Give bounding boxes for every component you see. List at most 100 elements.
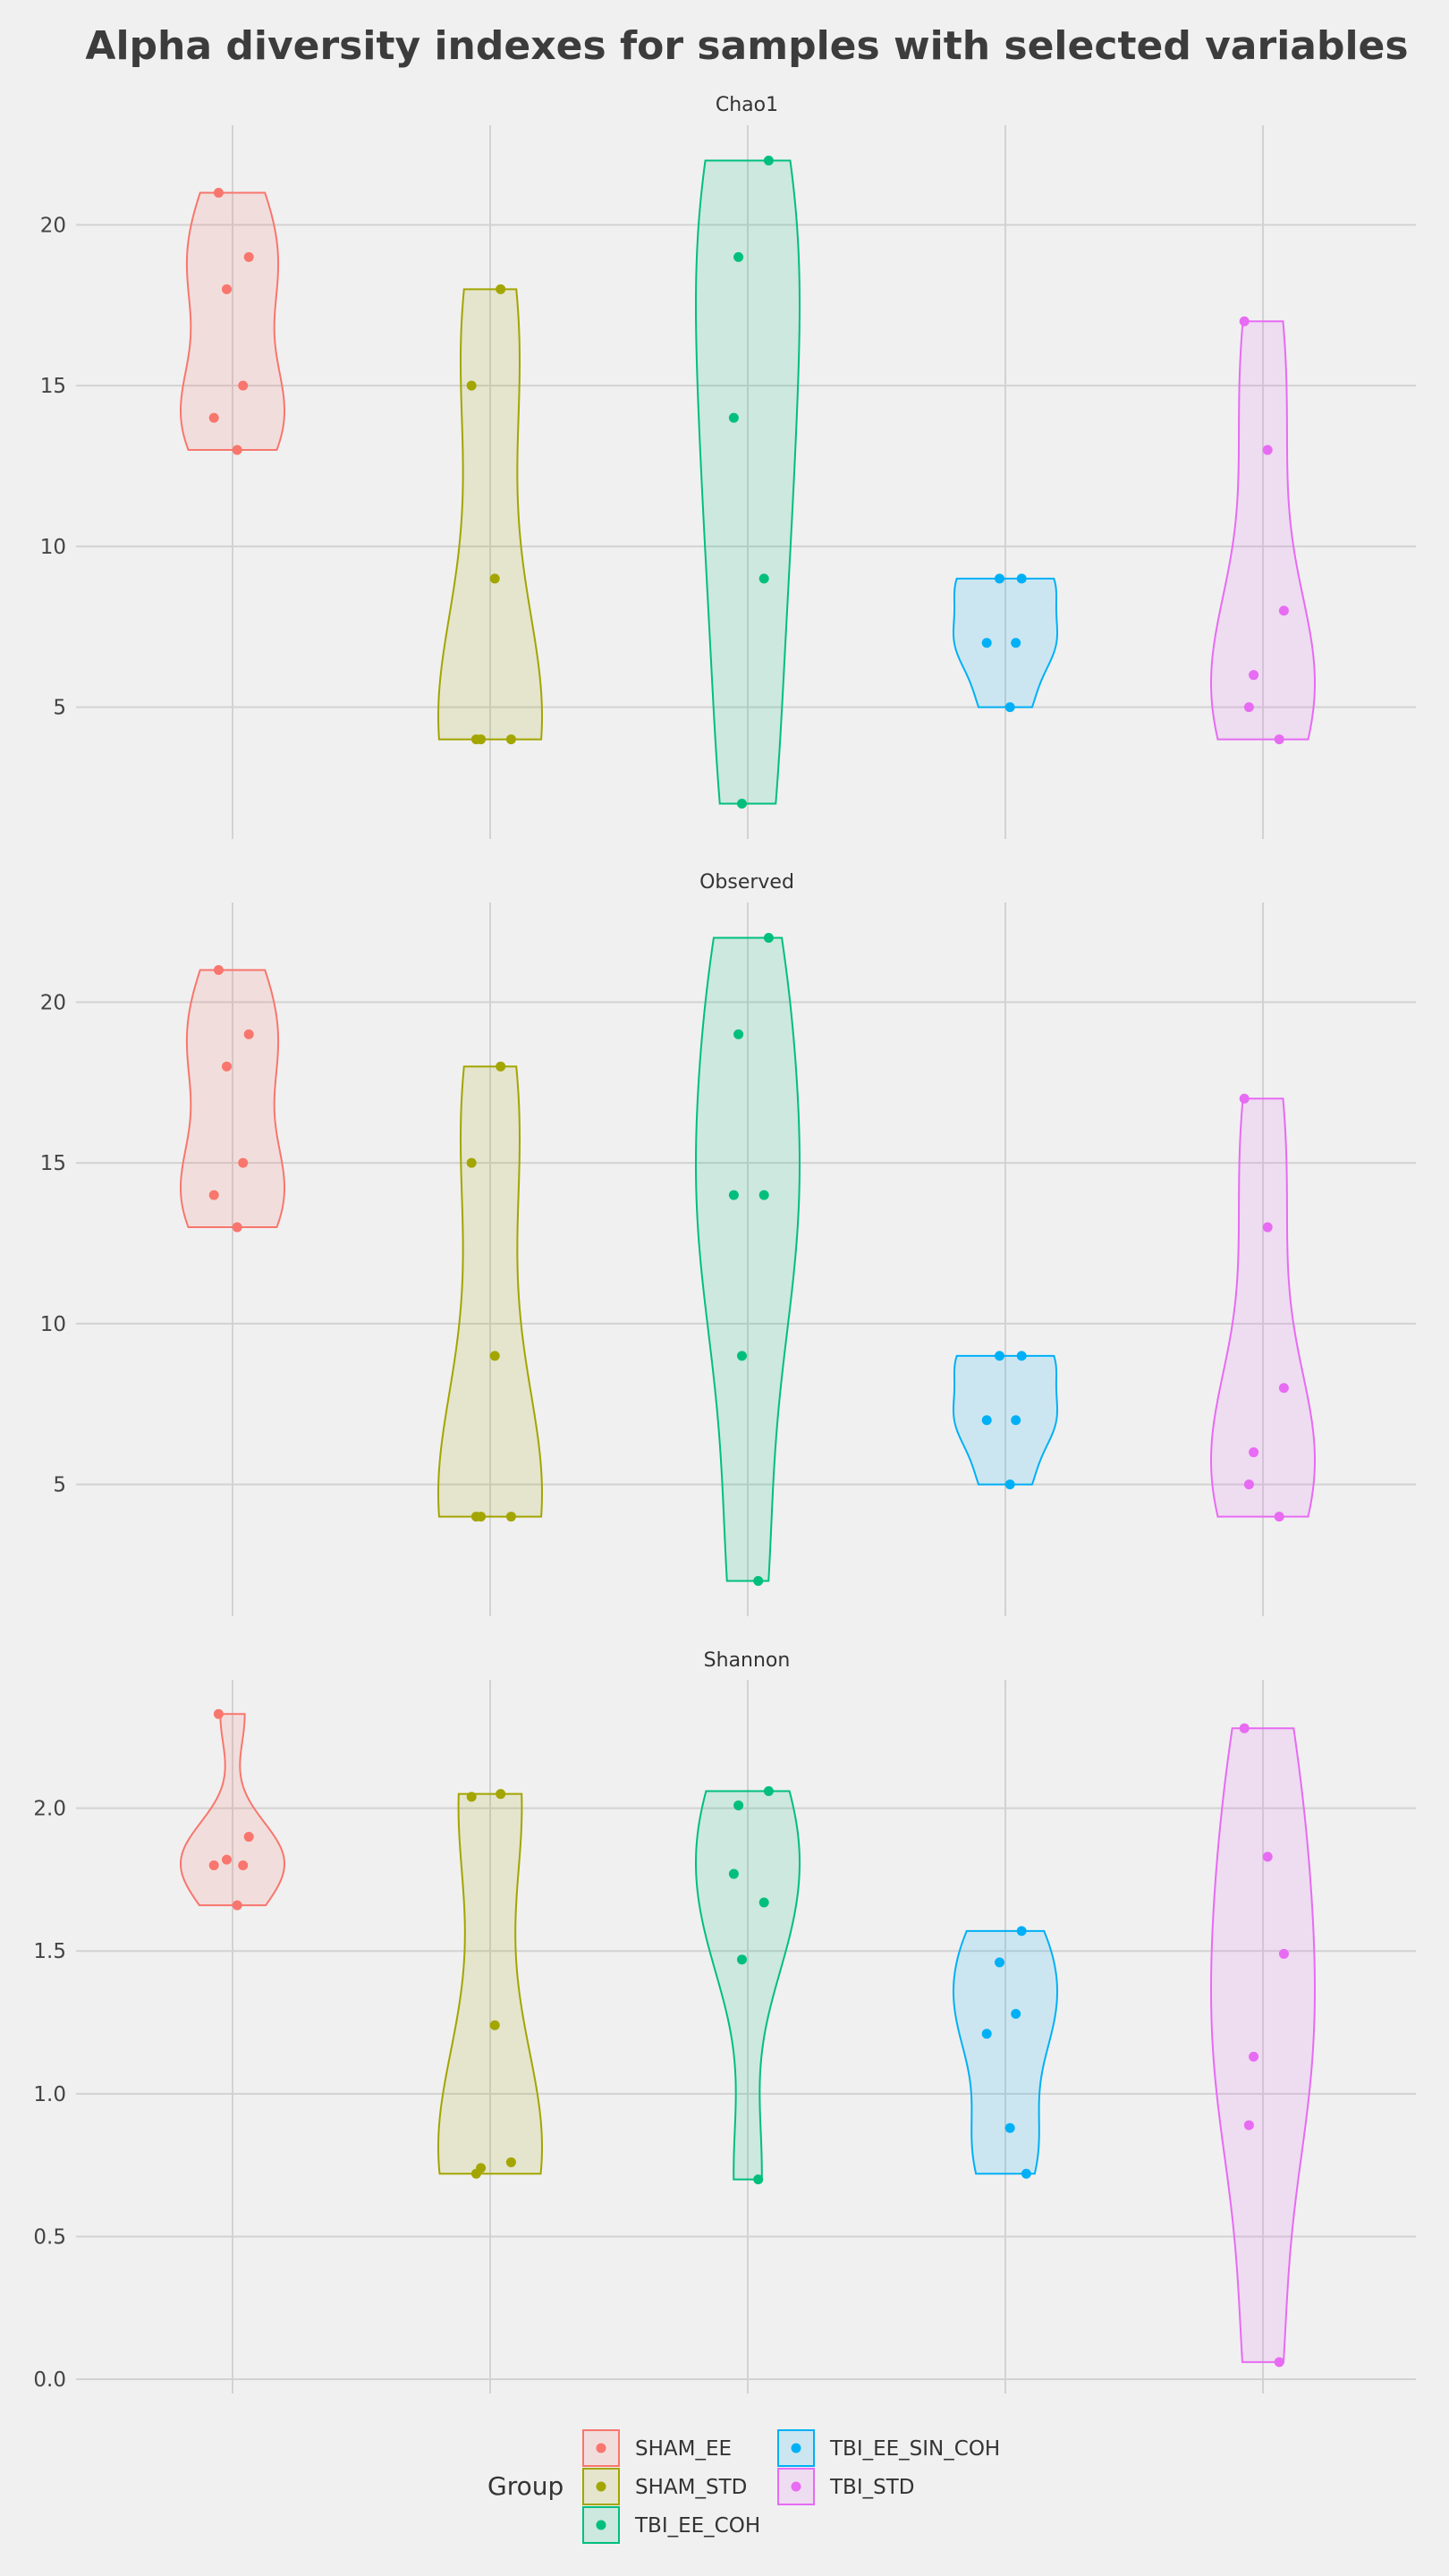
data-point <box>1249 670 1259 681</box>
data-point <box>1249 1447 1259 1458</box>
facet-label: Shannon <box>704 1649 791 1672</box>
data-point <box>243 1029 254 1039</box>
violin-tbi-std <box>1209 1727 1317 2363</box>
data-point <box>1274 2357 1284 2368</box>
legend-item-tbi-std: TBI_STD <box>777 2468 914 2505</box>
legend-label: SHAM_STD <box>635 2476 747 2499</box>
legend: Group SHAM_EE SHAM_STD TBI_EE_COH TBI_EE_SIN… <box>487 2429 1000 2544</box>
data-point <box>232 1222 242 1233</box>
data-point <box>753 2174 764 2185</box>
legend-title: Group <box>487 2471 564 2501</box>
y-tick-label: 20 <box>40 214 66 237</box>
data-point <box>1004 1479 1015 1490</box>
data-point <box>1278 606 1289 616</box>
facet-label: Observed <box>699 871 794 894</box>
data-point <box>728 412 739 423</box>
data-point <box>763 933 774 944</box>
data-point <box>505 1512 516 1522</box>
violin-tbi-ee-sin-coh <box>952 1929 1059 2175</box>
data-point <box>238 1157 249 1168</box>
data-point <box>728 1868 739 1879</box>
data-point <box>1021 2168 1031 2179</box>
data-point <box>1243 1479 1254 1490</box>
data-point <box>1262 1852 1273 1862</box>
data-point <box>763 1785 774 1796</box>
data-point <box>496 1061 506 1072</box>
violin-tbi-ee-coh <box>694 159 801 805</box>
y-tick-label: 10 <box>40 536 66 559</box>
data-point <box>737 1954 747 1965</box>
data-point <box>232 1900 242 1911</box>
data-point <box>728 1190 739 1200</box>
data-point <box>1004 702 1015 713</box>
legend-key-dot <box>791 2443 801 2453</box>
data-point <box>466 1157 477 1168</box>
data-point <box>995 573 1004 584</box>
legend-key <box>582 2429 620 2467</box>
data-point <box>496 1789 506 1800</box>
data-point <box>1274 734 1284 745</box>
y-tick-label: 1.5 <box>33 1940 66 1963</box>
legend-item-sham-std: SHAM_STD <box>582 2468 747 2505</box>
data-point <box>1278 1383 1289 1394</box>
legend-label: TBI_EE_COH <box>634 2514 760 2538</box>
data-point <box>238 1860 249 1870</box>
data-point <box>213 1708 224 1719</box>
y-tick-label: 20 <box>40 991 66 1014</box>
legend-item-tbi-ee-coh: TBI_EE_COH <box>582 2506 760 2544</box>
data-point <box>1011 638 1021 648</box>
data-point <box>470 1512 481 1522</box>
data-point <box>753 1575 764 1586</box>
data-point <box>213 187 224 198</box>
legend-item-tbi-ee-sin-coh: TBI_EE_SIN_COH <box>777 2429 1000 2467</box>
y-tick-label: 5 <box>53 697 66 720</box>
y-tick-label: 15 <box>40 1152 66 1175</box>
data-point <box>470 2168 481 2179</box>
data-point <box>733 1800 744 1810</box>
data-point <box>733 1029 744 1039</box>
data-point <box>995 1957 1004 1968</box>
data-point <box>981 2029 992 2039</box>
legend-key-dot <box>596 2443 606 2453</box>
data-point <box>505 2157 516 2167</box>
facet-label: Chao1 <box>716 94 778 116</box>
legend-key-dot <box>596 2481 606 2492</box>
data-point <box>243 251 254 262</box>
violin-tbi-ee-coh <box>694 936 801 1582</box>
data-point <box>208 412 219 423</box>
data-point <box>758 1190 769 1200</box>
data-point <box>208 1860 219 1870</box>
data-point <box>466 1792 477 1802</box>
data-point <box>981 638 992 648</box>
facet-panels: Chao1 5 10 15 20 Observed 5 10 15 20 Shannon 0.0 0.5… <box>33 94 1416 2394</box>
data-point <box>208 1190 219 1200</box>
violin-sham-ee <box>179 969 286 1229</box>
data-point <box>222 1061 232 1072</box>
data-point <box>489 1351 500 1361</box>
data-point <box>758 573 769 584</box>
data-point <box>1016 1926 1027 1936</box>
data-point <box>238 380 249 391</box>
data-point <box>470 734 481 745</box>
data-point <box>1239 316 1250 326</box>
violin-sham-std <box>436 288 544 741</box>
legend-item-sham-ee: SHAM_EE <box>582 2429 732 2467</box>
violin-tbi-ee-sin-coh <box>953 577 1058 708</box>
data-point <box>505 734 516 745</box>
y-tick-label: 5 <box>53 1474 66 1497</box>
data-point <box>1262 445 1273 455</box>
data-point <box>1004 2123 1015 2133</box>
violin-tbi-ee-sin-coh <box>953 1354 1058 1486</box>
data-point <box>1243 702 1254 713</box>
data-point <box>1239 1093 1250 1104</box>
legend-label: TBI_STD <box>829 2476 914 2499</box>
data-point <box>763 156 774 166</box>
data-point <box>1262 1222 1273 1233</box>
data-point <box>1243 2120 1254 2131</box>
legend-label: TBI_EE_SIN_COH <box>829 2437 1000 2461</box>
data-point <box>737 1351 747 1361</box>
violin-sham-ee <box>179 191 286 452</box>
data-point <box>737 798 747 809</box>
data-point <box>1016 573 1027 584</box>
